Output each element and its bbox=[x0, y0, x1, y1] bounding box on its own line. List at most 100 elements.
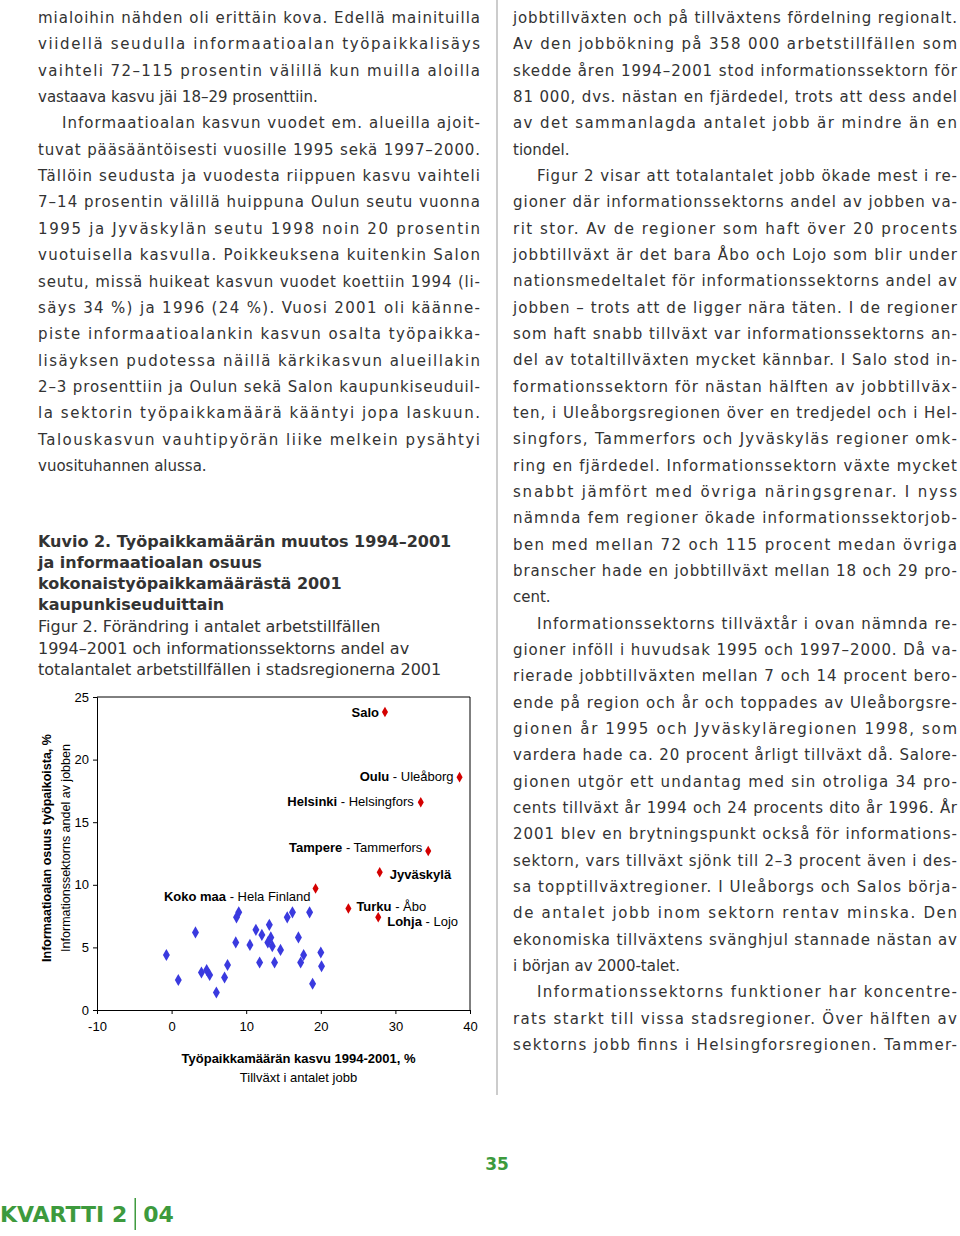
y-tick-mark bbox=[93, 885, 97, 886]
x-tick-label: 10 bbox=[239, 1019, 253, 1034]
point bbox=[252, 924, 259, 936]
page: mialoihin nähden oli erittäin kova. Edel… bbox=[0, 0, 960, 1236]
text-line: ring en fjärdedel. Informationssektorn v… bbox=[513, 457, 957, 475]
text-line: jobben – trots att de ligger nära täten.… bbox=[512, 299, 958, 317]
text-line: som haft snabb tillväxt var informations… bbox=[513, 325, 957, 343]
label-part: Lohja bbox=[387, 914, 422, 929]
text-line: av det sammanlagda antalet jobb är mindr… bbox=[513, 114, 957, 132]
y-tick: 5 bbox=[82, 940, 97, 955]
y-tick-label: 10 bbox=[75, 877, 89, 892]
caption-sv: Figur 2. Förändring i antalet arbetstill… bbox=[38, 617, 380, 636]
point bbox=[345, 903, 351, 914]
label-part: Oulu bbox=[360, 769, 390, 784]
text-line: snabbt jämfört med övriga näringsgrenar.… bbox=[513, 483, 957, 501]
x-tick: 30 bbox=[389, 1010, 403, 1034]
text-line: cents tillväxt år 1994 och 24 procents d… bbox=[513, 798, 958, 817]
point-label: Salo bbox=[351, 705, 379, 720]
text-line: ende på region och år och toppades av Ul… bbox=[513, 694, 957, 712]
text-line: 81 000, dvs. nästan en fjärdedel, trots … bbox=[513, 88, 957, 106]
text-line: branscher hade en jobbtillväxt mellan 18… bbox=[513, 562, 957, 580]
caption-fi: kaupunkiseuduittain bbox=[38, 595, 224, 614]
point bbox=[425, 846, 431, 857]
point-label: Oulu - Uleåborg bbox=[360, 769, 454, 784]
point bbox=[309, 978, 316, 990]
point bbox=[269, 940, 276, 952]
footer-title: KVARTTI 2 bbox=[0, 1202, 127, 1227]
x-axis-title: Tillväxt i antalet jobb bbox=[240, 1070, 357, 1085]
caption-sv: totalantalet arbetstillfällen i stadsreg… bbox=[38, 660, 441, 679]
text-line: sa topptillväxtregioner. I Uleåborgs och… bbox=[513, 878, 957, 896]
point bbox=[313, 883, 319, 894]
y-tick-mark bbox=[93, 1010, 97, 1011]
x-tick-label: 0 bbox=[168, 1019, 175, 1034]
label-part: - Tammerfors bbox=[342, 840, 422, 855]
y-tick: 20 bbox=[75, 752, 97, 767]
text-line: nämnda fem regioner ökade informationsse… bbox=[513, 509, 957, 527]
footer: KVARTTI 2 04 bbox=[0, 1198, 174, 1230]
text-line: rit stor. Av de regioner som haft över 2… bbox=[513, 220, 957, 238]
y-tick-mark bbox=[93, 697, 97, 698]
x-tick: 10 bbox=[239, 1010, 253, 1034]
point-label: Turku - Åbo bbox=[356, 899, 426, 914]
text-line: vaihteli 72–115 prosentin välillä kun mu… bbox=[38, 62, 480, 80]
text-line: vastaava kasvu jäi 18–29 prosenttiin. bbox=[38, 88, 318, 106]
caption-fi: Kuvio 2. Työpaikkamäärän muutos 1994–200… bbox=[38, 532, 451, 551]
text-line: i början av 2000-talet. bbox=[513, 957, 680, 975]
y-tick-label: 0 bbox=[82, 1003, 89, 1018]
text-line: Informationssektorns funktioner har konc… bbox=[537, 983, 957, 1001]
label-part: - Uleåborg bbox=[389, 769, 453, 784]
text-line: formationssektorn för nästan hälften av … bbox=[513, 378, 957, 396]
text-line: 2001 blev en brytningspunkt också för in… bbox=[513, 825, 957, 843]
x-tick-label: -10 bbox=[88, 1019, 107, 1034]
plot-frame bbox=[97, 697, 470, 1010]
text-line: piste informaatioalankin kasvun osalta t… bbox=[38, 325, 480, 343]
x-tick-mark bbox=[395, 1010, 396, 1014]
text-line: de antalet jobb inom sektorn rentav mins… bbox=[513, 904, 957, 922]
point bbox=[256, 956, 263, 968]
y-tick-label: 25 bbox=[75, 690, 89, 705]
plot-area bbox=[163, 707, 463, 999]
text-line: seutu, missä huikeat kasvun vuodet koett… bbox=[38, 273, 480, 291]
text-line: 1995 ja Jyväskylän seutu 1998 noin 20 pr… bbox=[38, 220, 480, 238]
point bbox=[377, 867, 383, 878]
text-line: tiondel. bbox=[513, 141, 569, 159]
x-tick: 40 bbox=[463, 1010, 477, 1034]
y-axis-title: Informationssektorns andel av jobben bbox=[59, 744, 73, 952]
text-line: Av den jobbökning på 358 000 arbetstillf… bbox=[513, 35, 957, 53]
text-line: singfors, Tammerfors och Jyväskyläs regi… bbox=[513, 430, 957, 448]
label-part: - Åbo bbox=[392, 899, 427, 914]
point bbox=[246, 939, 253, 951]
point bbox=[457, 772, 463, 783]
x-tick: 0 bbox=[168, 1010, 175, 1034]
point bbox=[232, 936, 239, 948]
text-line: jobbtillväxt är det bara Åbo och Lojo so… bbox=[512, 245, 958, 264]
text-line: sektorns jobb finns i Helsingforsregione… bbox=[513, 1036, 957, 1054]
text-line: Talouskasvun vauhtipyörän liike melkein … bbox=[37, 431, 480, 449]
point bbox=[258, 929, 265, 941]
point bbox=[163, 949, 170, 961]
label-part: Turku bbox=[356, 899, 391, 914]
point-label: Jyväskylä bbox=[390, 867, 452, 882]
text-line: 2–3 prosenttiin ja Oulun sekä Salon kaup… bbox=[38, 378, 480, 396]
footer-issue: 04 bbox=[143, 1202, 174, 1227]
text-line: tuvat pääsääntöisesti vuosille 1995 sekä… bbox=[38, 141, 480, 159]
x-tick-label: 30 bbox=[389, 1019, 403, 1034]
x-tick-label: 40 bbox=[463, 1019, 477, 1034]
y-axis: 0510152025 bbox=[75, 690, 98, 1018]
x-axis-line bbox=[98, 1011, 471, 1015]
point bbox=[198, 966, 205, 978]
point-label: Lohja - Lojo bbox=[387, 914, 458, 929]
point bbox=[224, 959, 231, 971]
text-line: ten, i Uleåborgsregionen över en tredjed… bbox=[513, 404, 957, 422]
point bbox=[295, 931, 302, 943]
x-tick: 20 bbox=[314, 1010, 328, 1034]
text-line: nationsmedeltalet för informationssektor… bbox=[513, 272, 957, 290]
y-tick: 25 bbox=[75, 690, 97, 705]
point-label: Koko maa - Hela Finland bbox=[164, 889, 311, 904]
y-axis-title: Informaatioalan osuus työpaikoista, % bbox=[40, 734, 54, 962]
label-part: Salo bbox=[351, 705, 379, 720]
point bbox=[271, 956, 278, 968]
x-tick-mark bbox=[470, 1010, 471, 1014]
text-line: jobbtillväxten och på tillväxtens fördel… bbox=[512, 9, 957, 27]
point bbox=[221, 971, 228, 983]
